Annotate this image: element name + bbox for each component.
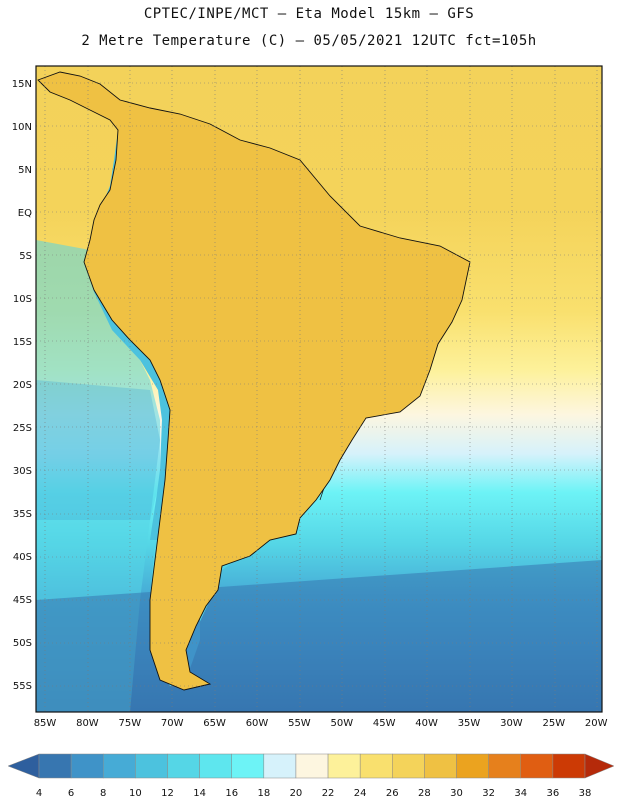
colorbar: 4 6 8 10 12 14 16 18 20 22 24 26 28 30 32 34 36 38 bbox=[7, 753, 615, 799]
lat-label-45S: 45S bbox=[13, 595, 32, 606]
colorbar-min-arrow bbox=[7, 753, 40, 779]
lat-label-30S: 30S bbox=[13, 466, 32, 477]
colorbar-swatch bbox=[392, 753, 425, 779]
colorbar-label-18: 18 bbox=[257, 788, 270, 799]
map-frame bbox=[35, 65, 603, 713]
colorbar-label-10: 10 bbox=[129, 788, 142, 799]
colorbar-swatch bbox=[199, 753, 232, 779]
lat-label-40S: 40S bbox=[13, 552, 32, 563]
lon-label-45W: 45W bbox=[373, 718, 396, 729]
colorbar-swatch bbox=[488, 753, 522, 779]
map-title: CPTEC/INPE/MCT – Eta Model 15km – GFS bbox=[143, 6, 475, 22]
lon-label-65W: 65W bbox=[203, 718, 226, 729]
lon-label-55W: 55W bbox=[288, 718, 311, 729]
lon-label-35W: 35W bbox=[458, 718, 481, 729]
colorbar-swatch bbox=[135, 753, 168, 779]
colorbar-label-38: 38 bbox=[579, 788, 592, 799]
lon-label-85W: 85W bbox=[34, 718, 57, 729]
lat-label-5S: 5S bbox=[19, 251, 32, 262]
colorbar-label-26: 26 bbox=[386, 788, 399, 799]
lat-label-35S: 35S bbox=[13, 509, 32, 520]
lon-label-80W: 80W bbox=[76, 718, 99, 729]
lat-label-10N: 10N bbox=[12, 122, 32, 133]
colorbar-swatch bbox=[424, 753, 457, 779]
colorbar-swatch bbox=[263, 753, 297, 779]
lat-label-5N: 5N bbox=[18, 165, 32, 176]
lon-label-60W: 60W bbox=[246, 718, 269, 729]
colorbar-max-arrow bbox=[584, 753, 615, 779]
pacific-cold-region bbox=[36, 380, 160, 520]
colorbar-label-32: 32 bbox=[482, 788, 495, 799]
colorbar-label-12: 12 bbox=[161, 788, 174, 799]
lat-label-20S: 20S bbox=[13, 380, 32, 391]
temperature-field bbox=[36, 66, 602, 712]
colorbar-swatch bbox=[327, 753, 361, 779]
colorbar-swatch bbox=[552, 753, 586, 779]
colorbar-label-4: 4 bbox=[36, 788, 42, 799]
colorbar-label-16: 16 bbox=[225, 788, 238, 799]
colorbar-swatch bbox=[295, 753, 329, 779]
lat-label-EQ: EQ bbox=[18, 208, 32, 219]
colorbar-label-8: 8 bbox=[100, 788, 106, 799]
map-subtitle: 2 Metre Temperature (C) – 05/05/2021 12U… bbox=[81, 33, 537, 49]
colorbar-swatch bbox=[456, 753, 489, 779]
lon-label-40W: 40W bbox=[415, 718, 438, 729]
colorbar-label-28: 28 bbox=[418, 788, 431, 799]
colorbar-swatch bbox=[38, 753, 72, 779]
lon-label-50W: 50W bbox=[330, 718, 353, 729]
lat-label-15S: 15S bbox=[13, 337, 32, 348]
colorbar-swatch bbox=[102, 753, 136, 779]
colorbar-label-24: 24 bbox=[354, 788, 367, 799]
colorbar-swatch bbox=[520, 753, 554, 779]
colorbar-swatch bbox=[167, 753, 200, 779]
lat-label-50S: 50S bbox=[13, 638, 32, 649]
lon-label-20W: 20W bbox=[585, 718, 608, 729]
colorbar-label-20: 20 bbox=[290, 788, 303, 799]
colorbar-label-30: 30 bbox=[450, 788, 463, 799]
lat-label-55S: 55S bbox=[13, 681, 32, 692]
colorbar-swatch bbox=[231, 753, 265, 779]
colorbar-label-22: 22 bbox=[322, 788, 335, 799]
lon-label-25W: 25W bbox=[542, 718, 565, 729]
lat-label-10S: 10S bbox=[13, 294, 32, 305]
colorbar-label-6: 6 bbox=[68, 788, 74, 799]
colorbar-label-36: 36 bbox=[547, 788, 560, 799]
colorbar-label-14: 14 bbox=[193, 788, 206, 799]
lon-label-75W: 75W bbox=[118, 718, 141, 729]
longitude-labels: 85W 80W 75W 70W 65W 60W 55W 50W 45W 40W 35W 30W 25W 2… bbox=[34, 718, 608, 729]
latitude-labels: 15N 10N 5N EQ 5S 10S 15S 20S 25S 30S 35S 40S 45S 50S 5… bbox=[12, 79, 32, 692]
lon-label-70W: 70W bbox=[161, 718, 184, 729]
lon-label-30W: 30W bbox=[500, 718, 523, 729]
lat-label-25S: 25S bbox=[13, 423, 32, 434]
colorbar-swatch bbox=[359, 753, 393, 779]
colorbar-swatch bbox=[70, 753, 104, 779]
lat-label-15N: 15N bbox=[12, 79, 32, 90]
colorbar-label-34: 34 bbox=[514, 788, 527, 799]
